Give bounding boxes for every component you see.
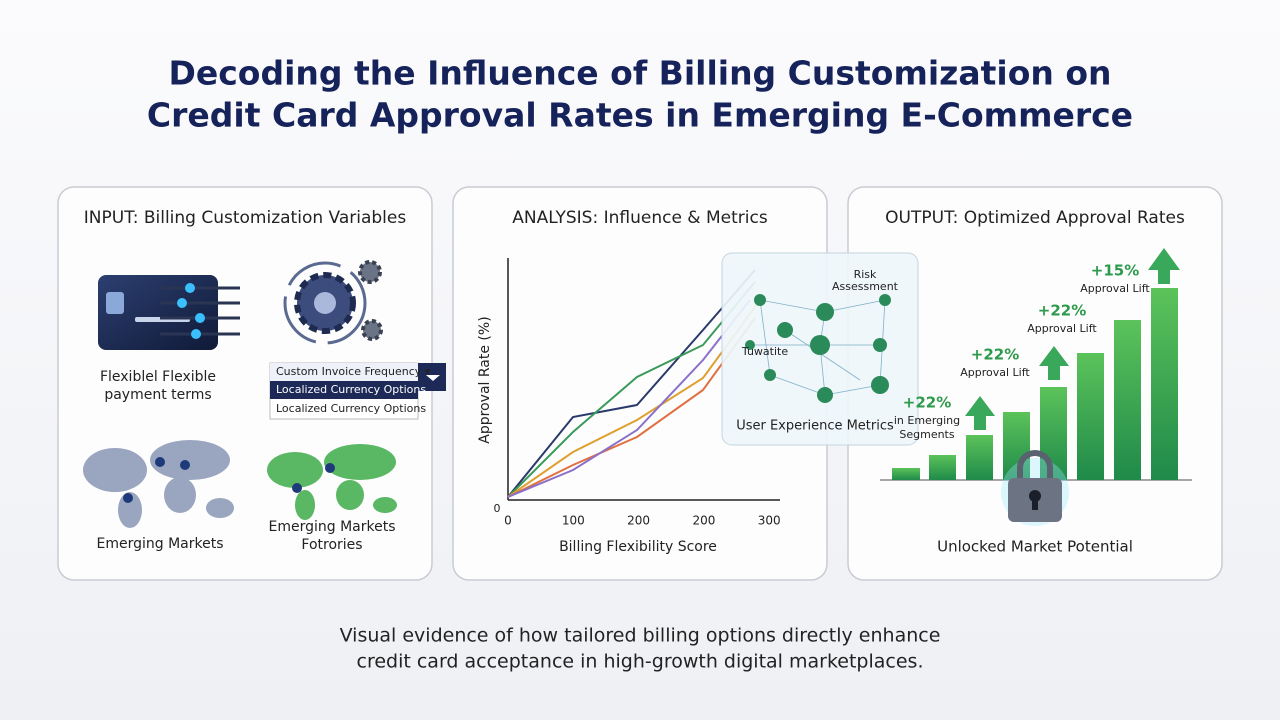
x-tick-label: 200: [692, 514, 715, 528]
panel-footer: Unlocked Market Potential: [937, 538, 1133, 556]
lock-icon: [1001, 450, 1069, 526]
map-label: Emerging Markets: [96, 536, 223, 552]
x-tick-label: 300: [758, 514, 781, 528]
axes: [507, 258, 780, 501]
panel-heading: ANALYSIS: Influence & Metrics: [512, 208, 768, 228]
network-label: Tuwatite: [741, 345, 788, 358]
title: Decoding the Influence of Billing Custom…: [168, 54, 1111, 93]
x-axis-label: Billing Flexibility Score: [559, 539, 717, 555]
trend-lines: [507, 269, 761, 498]
network-label: User Experience Metrics: [736, 419, 894, 434]
x-tick-label: 200: [627, 514, 650, 528]
callout-value: +22%: [1038, 302, 1086, 320]
arrows: [965, 248, 1180, 430]
dropdown-item: Custom Invoice Frequency ▾: [276, 365, 431, 378]
dropdown-item: Localized Currency Options: [276, 383, 426, 396]
dropdown-item: Localized Currency Options: [276, 402, 426, 415]
bars: [892, 288, 1178, 480]
callout-text: Approval Lift: [1080, 282, 1150, 295]
gear-icon: [283, 260, 383, 345]
y-axis-label: Approval Rate (%): [477, 316, 493, 443]
card-label: Flexiblel Flexible: [100, 369, 216, 385]
network: [721, 252, 919, 446]
dropdown: [269, 362, 446, 420]
callout-value: +22%: [903, 394, 951, 412]
callout-text: in Emerging: [894, 414, 960, 427]
network-label: Risk: [854, 268, 877, 281]
panel-heading: OUTPUT: Optimized Approval Rates: [885, 208, 1185, 228]
network-label: Assessment: [832, 280, 899, 293]
caption: credit card acceptance in high-growth di…: [357, 651, 924, 673]
callout-text: Segments: [899, 428, 955, 441]
panel-heading: INPUT: Billing Customization Variables: [84, 208, 407, 228]
title: Credit Card Approval Rates in Emerging E…: [147, 96, 1133, 135]
x-tick-label: 0: [504, 514, 512, 528]
map-label: Fotrories: [301, 537, 362, 553]
y-tick-label: 0: [494, 502, 501, 515]
callout-value: +22%: [971, 346, 1019, 364]
card-label: payment terms: [104, 387, 211, 403]
map-icons: [83, 440, 397, 528]
map-label: Emerging Markets: [268, 519, 395, 535]
callout-text: Approval Lift: [1027, 322, 1097, 335]
x-tick-label: 100: [562, 514, 585, 528]
callout-text: Approval Lift: [960, 366, 1030, 379]
card-icon: [98, 275, 240, 350]
caption: Visual evidence of how tailored billing …: [340, 625, 941, 647]
callout-value: +15%: [1091, 262, 1139, 280]
